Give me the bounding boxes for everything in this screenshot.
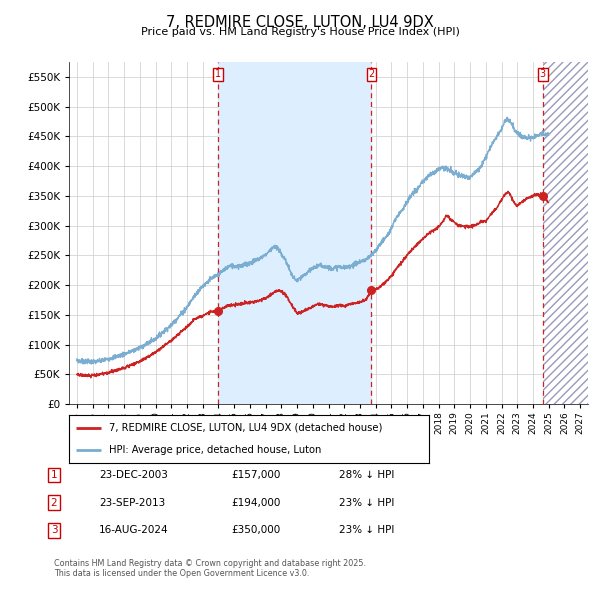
- Bar: [218, 62, 371, 404]
- Bar: [543, 62, 588, 404]
- Text: £194,000: £194,000: [231, 498, 280, 507]
- Text: 7, REDMIRE CLOSE, LUTON, LU4 9DX (detached house): 7, REDMIRE CLOSE, LUTON, LU4 9DX (detach…: [109, 423, 382, 433]
- Text: HPI: Average price, detached house, Luton: HPI: Average price, detached house, Luto…: [109, 445, 321, 455]
- Text: £157,000: £157,000: [231, 470, 280, 480]
- Text: 1: 1: [215, 70, 221, 80]
- Text: Price paid vs. HM Land Registry's House Price Index (HPI): Price paid vs. HM Land Registry's House …: [140, 27, 460, 37]
- Text: This data is licensed under the Open Government Licence v3.0.: This data is licensed under the Open Gov…: [54, 569, 310, 578]
- Text: 23-SEP-2013: 23-SEP-2013: [99, 498, 165, 507]
- Text: 23-DEC-2003: 23-DEC-2003: [99, 470, 168, 480]
- Text: 3: 3: [50, 526, 58, 535]
- Bar: [543, 62, 588, 404]
- Text: £350,000: £350,000: [231, 526, 280, 535]
- Text: 2: 2: [368, 70, 374, 80]
- Text: 2: 2: [50, 498, 58, 507]
- Text: 1: 1: [50, 470, 58, 480]
- Text: 3: 3: [539, 70, 546, 80]
- Text: 23% ↓ HPI: 23% ↓ HPI: [339, 498, 394, 507]
- Text: 23% ↓ HPI: 23% ↓ HPI: [339, 526, 394, 535]
- Text: 16-AUG-2024: 16-AUG-2024: [99, 526, 169, 535]
- Text: 7, REDMIRE CLOSE, LUTON, LU4 9DX: 7, REDMIRE CLOSE, LUTON, LU4 9DX: [166, 15, 434, 30]
- Text: 28% ↓ HPI: 28% ↓ HPI: [339, 470, 394, 480]
- Text: Contains HM Land Registry data © Crown copyright and database right 2025.: Contains HM Land Registry data © Crown c…: [54, 559, 366, 568]
